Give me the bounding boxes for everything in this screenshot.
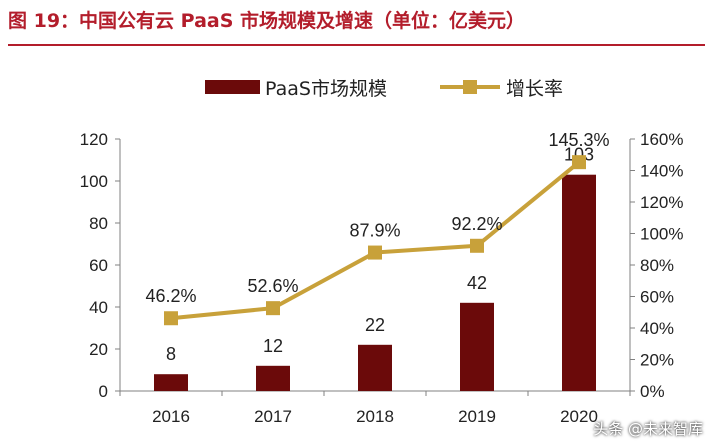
growth-data-label: 52.6%: [247, 276, 298, 296]
bar-data-label: 8: [166, 344, 176, 364]
x-tick-label: 2019: [458, 407, 496, 426]
y-left-tick-label: 40: [89, 298, 108, 317]
growth-marker: [470, 238, 484, 253]
bar: [154, 374, 188, 391]
bar-data-label: 103: [564, 145, 594, 165]
y-right-tick-label: 80%: [640, 256, 674, 275]
y-left-tick-label: 20: [89, 340, 108, 359]
bar-data-label: 42: [467, 273, 487, 293]
y-left-tick-label: 60: [89, 256, 108, 275]
bar-data-label: 12: [263, 336, 283, 356]
title-divider: [8, 44, 705, 46]
growth-data-label: 145.3%: [548, 130, 609, 150]
y-right-tick-label: 100%: [640, 225, 683, 244]
y-right-tick-label: 60%: [640, 288, 674, 307]
legend-bar-label: PaaS市场规模: [265, 78, 387, 100]
growth-data-label: 87.9%: [349, 221, 400, 241]
legend-line-marker: [463, 80, 477, 94]
y-right-tick-label: 40%: [640, 319, 674, 338]
growth-data-label: 92.2%: [451, 214, 502, 234]
legend-bar-swatch: [205, 80, 260, 94]
y-left-tick-label: 0: [99, 382, 108, 401]
y-left-tick-label: 100: [80, 172, 108, 191]
y-left-tick-label: 120: [80, 130, 108, 149]
bar: [256, 365, 290, 391]
growth-marker: [266, 301, 280, 316]
bar: [358, 344, 392, 391]
growth-data-label: 46.2%: [145, 286, 196, 306]
x-tick-label: 2020: [560, 407, 598, 426]
growth-marker: [164, 311, 178, 326]
legend-line-label: 增长率: [506, 78, 563, 100]
bar-data-label: 22: [365, 315, 385, 335]
x-tick-label: 2017: [254, 407, 292, 426]
bar: [562, 174, 596, 391]
y-right-tick-label: 160%: [640, 130, 683, 149]
y-right-tick-label: 140%: [640, 162, 683, 181]
x-tick-label: 2016: [152, 407, 190, 426]
y-right-tick-label: 120%: [640, 193, 683, 212]
figure-title: 图 19：中国公有云 PaaS 市场规模及增速（单位：亿美元）: [8, 10, 526, 32]
y-right-tick-label: 20%: [640, 351, 674, 370]
bar: [460, 302, 494, 391]
y-left-tick-label: 80: [89, 214, 108, 233]
growth-marker: [572, 155, 586, 170]
x-tick-label: 2018: [356, 407, 394, 426]
watermark: 头条 @未来智库: [593, 420, 703, 438]
growth-marker: [368, 245, 382, 260]
y-right-tick-label: 0%: [640, 382, 665, 401]
